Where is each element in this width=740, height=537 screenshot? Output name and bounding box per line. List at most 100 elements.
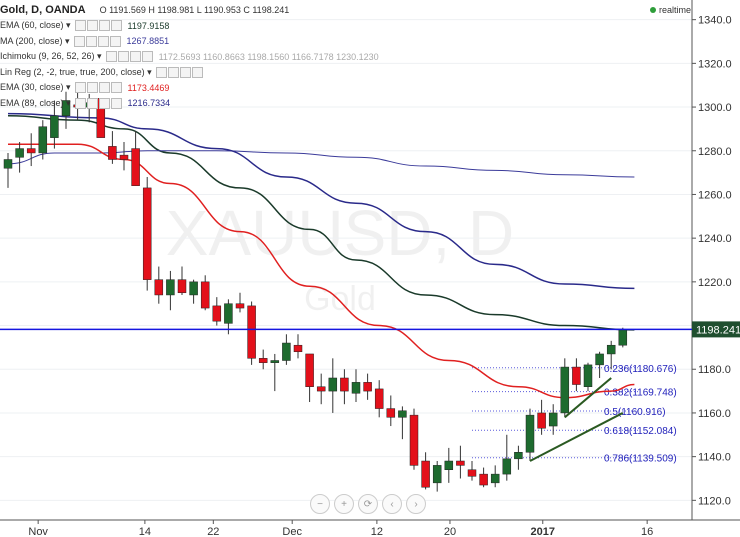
- time-tick-label: 14: [139, 526, 151, 537]
- candle-body: [247, 305, 256, 359]
- zoom-out-icon[interactable]: −: [310, 494, 330, 514]
- candle-body: [351, 382, 361, 394]
- candle-body: [142, 187, 152, 280]
- candle-body: [235, 303, 245, 309]
- price-axis-bg: [692, 0, 740, 537]
- realtime-indicator: realtime: [650, 5, 691, 15]
- candle-body: [363, 382, 372, 392]
- watermark-symbol: XAUUSD, D: [166, 197, 515, 269]
- candle-body: [340, 377, 349, 392]
- candle-body: [328, 377, 338, 392]
- indicator-value: 1197.9158: [127, 20, 170, 31]
- price-tick-label: 1260.0: [698, 189, 732, 201]
- fib-level-label: 0.618(1152.084): [604, 426, 677, 437]
- candle-body: [50, 115, 59, 138]
- time-tick-label: 22: [207, 526, 219, 537]
- legend: Gold, D, OANDA O 1191.569 H 1198.981 L 1…: [0, 2, 379, 111]
- indicator-label[interactable]: MA (200, close) ▾: [0, 35, 70, 46]
- price-tick-label: 1160.0: [698, 408, 731, 420]
- chart-navigation: − + ⟳ ‹ ›: [310, 494, 426, 514]
- indicator-row[interactable]: Ichimoku (9, 26, 52, 26) ▾ 1172.5693 1160…: [0, 49, 379, 65]
- reset-icon[interactable]: ⟳: [358, 494, 378, 514]
- indicator-row[interactable]: EMA (30, close) ▾ 1173.4469: [0, 80, 379, 96]
- candle-body: [15, 148, 24, 158]
- time-tick-label: 2017: [531, 526, 555, 537]
- candle-body: [514, 452, 523, 460]
- price-tick-label: 1140.0: [698, 452, 731, 464]
- indicator-row[interactable]: EMA (89, close) ▾ 1216.7334: [0, 96, 379, 112]
- indicator-controls[interactable]: [105, 51, 153, 63]
- indicator-label[interactable]: EMA (89, close) ▾: [0, 97, 71, 108]
- price-tick-label: 1220.0: [698, 277, 732, 289]
- price-tick-label: 1340.0: [698, 15, 732, 27]
- fib-level-label: 0.236(1180.676): [604, 364, 677, 375]
- candle-body: [177, 279, 187, 294]
- candle-body: [456, 460, 465, 466]
- time-tick-label: 12: [371, 526, 383, 537]
- candle-body: [224, 303, 233, 324]
- indicator-controls[interactable]: [74, 97, 122, 109]
- candle-body: [560, 366, 570, 414]
- candle-body: [398, 410, 407, 418]
- candle-body: [108, 146, 117, 160]
- indicator-controls[interactable]: [74, 20, 122, 32]
- indicator-value: 1216.7334: [127, 98, 171, 109]
- indicator-controls[interactable]: [155, 66, 203, 78]
- indicator-label[interactable]: EMA (60, close) ▾: [0, 20, 71, 31]
- indicator-line: [7, 112, 635, 290]
- candle-body: [3, 159, 13, 169]
- candle-body: [432, 465, 442, 484]
- indicator-label[interactable]: Ichimoku (9, 26, 52, 26) ▾: [0, 51, 102, 62]
- candle-body: [606, 344, 616, 355]
- price-tick-label: 1120.0: [698, 495, 731, 507]
- indicator-label[interactable]: EMA (30, close) ▾: [0, 82, 71, 93]
- indicator-controls[interactable]: [74, 82, 122, 94]
- current-price-label: 1198.241: [696, 324, 740, 336]
- candle-body: [409, 414, 419, 466]
- indicator-row[interactable]: Lin Reg (2, -2, true, true, 200, close) …: [0, 65, 379, 81]
- candle-body: [316, 386, 326, 392]
- candle-body: [212, 305, 222, 322]
- candle-body: [537, 412, 546, 429]
- trendlines: [529, 377, 624, 462]
- indicator-controls[interactable]: [73, 35, 121, 47]
- fib-level-label: 0.5(1160.916): [604, 407, 666, 418]
- price-tick-label: 1280.0: [698, 146, 732, 158]
- symbol-title[interactable]: Gold, D, OANDA: [0, 4, 86, 16]
- candle-body: [467, 469, 477, 477]
- time-tick-label: 20: [444, 526, 456, 537]
- indicator-line: [7, 150, 635, 178]
- candle-body: [490, 473, 500, 484]
- candle-body: [282, 342, 291, 361]
- candle-body: [293, 344, 303, 353]
- indicator-row[interactable]: MA (200, close) ▾ 1267.8851: [0, 34, 379, 50]
- zoom-in-icon[interactable]: +: [334, 494, 354, 514]
- price-tick-label: 1320.0: [698, 58, 732, 70]
- candle-body: [131, 148, 140, 186]
- indicator-value: 1267.8851: [126, 36, 170, 47]
- indicator-row[interactable]: EMA (60, close) ▾ 1197.9158: [0, 18, 379, 34]
- candle-body: [38, 126, 48, 154]
- realtime-dot-icon: [650, 7, 656, 13]
- indicator-value: 1172.5693 1160.8663 1198.1560 1166.7178 …: [158, 51, 379, 62]
- candle-body: [583, 364, 593, 387]
- candle-body: [374, 388, 384, 409]
- indicator-value: 1173.4469: [127, 82, 170, 93]
- watermark-name: Gold: [304, 280, 376, 318]
- indicator-label[interactable]: Lin Reg (2, -2, true, true, 200, close) …: [0, 66, 152, 77]
- price-tick-label: 1180.0: [698, 364, 731, 376]
- candle-body: [26, 148, 36, 154]
- ohlc-values: O 1191.569 H 1198.981 L 1190.953 C 1198.…: [99, 5, 290, 15]
- fib-level-label: 0.786(1139.509): [604, 454, 677, 465]
- candlesticks: [3, 87, 628, 492]
- scroll-left-icon[interactable]: ‹: [382, 494, 402, 514]
- indicator-line: [8, 143, 635, 399]
- candle-body: [119, 154, 129, 160]
- candle-body: [166, 279, 175, 296]
- candle-body: [595, 353, 604, 366]
- trendline: [529, 412, 624, 462]
- scroll-right-icon[interactable]: ›: [406, 494, 426, 514]
- symbol-header: Gold, D, OANDA O 1191.569 H 1198.981 L 1…: [0, 2, 379, 18]
